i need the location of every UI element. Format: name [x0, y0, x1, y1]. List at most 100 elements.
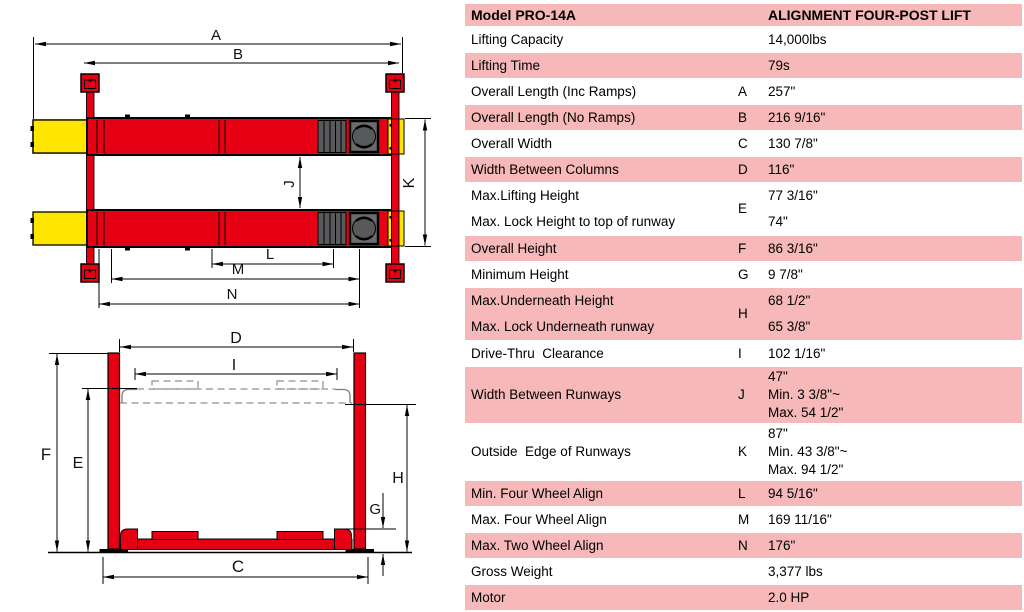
spec-value: Max. 94 1/2"	[768, 462, 844, 478]
spec-row-gross-weight: Gross Weight 3,377 lbs	[465, 559, 1022, 585]
technical-drawing: A B	[29, 27, 431, 584]
dim-label-g: G	[369, 501, 381, 518]
spec-letter: D	[738, 161, 748, 177]
dim-j: J	[281, 157, 303, 208]
spec-label: Gross Weight	[471, 563, 553, 579]
spec-letter	[738, 585, 768, 610]
runway-ticks	[125, 114, 190, 251]
spec-label: Outside Edge of Runways	[471, 444, 631, 459]
spec-value: 68 1/2"	[768, 293, 811, 308]
spec-value: 14,000lbs	[768, 31, 827, 47]
spec-label: Width Between Columns	[471, 161, 619, 177]
dim-label-b: B	[233, 46, 243, 63]
spec-label: Min. Four Wheel Align	[471, 485, 604, 501]
raised-ramp-end-left	[121, 388, 137, 403]
spec-letter: E	[738, 201, 748, 216]
spec-letter: A	[738, 83, 748, 99]
dim-label-d: D	[230, 330, 242, 347]
dim-h: H	[392, 405, 410, 552]
spec-value: 87"	[768, 425, 788, 441]
dim-g: G	[369, 493, 386, 576]
spec-row-max-lifting-height: Max.Lifting Height Max. Lock Height to t…	[465, 183, 1022, 236]
spec-letter	[738, 559, 768, 584]
dim-label-k: K	[401, 177, 418, 188]
spec-label: Overall Length (No Ramps)	[471, 109, 636, 125]
spec-value: 2.0 HP	[768, 589, 810, 605]
spec-value: Max. 54 1/2"	[768, 405, 844, 421]
model-title: Model PRO-14A	[471, 7, 577, 23]
spec-letter: K	[738, 444, 748, 459]
dim-l: L	[211, 246, 334, 268]
spec-letter: G	[738, 266, 749, 282]
spec-label: Overall Height	[471, 240, 557, 256]
spec-letter: M	[738, 511, 750, 527]
spec-row-lifting-capacity: Lifting Capacity 14,000lbs	[465, 27, 1022, 53]
spec-value: 216 9/16"	[768, 109, 826, 125]
spec-row-max-two-wheel-align: Max. Two Wheel Align N 176"	[465, 533, 1022, 559]
dim-label-j: J	[281, 180, 298, 188]
product-title: ALIGNMENT FOUR-POST LIFT	[768, 7, 971, 23]
spec-label: Drive-Thru Clearance	[471, 345, 604, 361]
spec-value: 116"	[768, 161, 795, 177]
spec-letter: J	[738, 387, 745, 402]
spec-label: Max. Four Wheel Align	[471, 511, 607, 527]
raised-ramp-end-right	[335, 388, 351, 403]
spec-value: 176"	[768, 537, 796, 553]
runway-front	[29, 116, 406, 157]
spec-label: Overall Width	[471, 135, 553, 151]
spec-letter: F	[738, 240, 747, 256]
spec-label: Max.Underneath Height	[471, 293, 614, 308]
dim-b: B	[84, 46, 399, 66]
dim-m: M	[111, 249, 360, 308]
spec-label: Overall Length (Inc Ramps)	[471, 83, 637, 99]
spec-value: 79s	[768, 57, 790, 73]
dim-label-e: E	[73, 455, 84, 472]
raised-runway-dashed	[120, 380, 352, 404]
dim-label-a: A	[211, 27, 221, 44]
baseplate-right	[345, 549, 374, 553]
dim-e: E	[73, 389, 91, 552]
spec-row-overall-length-inc-ramps: Overall Length (Inc Ramps) A 257"	[465, 79, 1022, 105]
spec-letter	[738, 53, 768, 78]
dim-label-h: H	[392, 470, 404, 487]
spec-label: Lifting Capacity	[471, 31, 564, 47]
spec-label: Max.Lifting Height	[471, 188, 580, 203]
spec-row-overall-length-no-ramps: Overall Length (No Ramps) B 216 9/16"	[465, 105, 1022, 131]
spec-row-motor: Motor 2.0 HP	[465, 585, 1022, 611]
dim-n: N	[98, 249, 360, 308]
top-view-drawing: A B	[29, 27, 431, 308]
spec-label: Motor	[471, 589, 506, 605]
dim-d: D	[119, 330, 354, 352]
spec-row-drive-thru-clearance: Drive-Thru Clearance I 102 1/16"	[465, 341, 1022, 367]
spec-row-lifting-time: Lifting Time 79s	[465, 53, 1022, 79]
spec-value: Min. 43 3/8"~	[768, 443, 848, 459]
dim-label-f: F	[41, 445, 51, 464]
spec-row-overall-height: Overall Height F 86 3/16"	[465, 236, 1022, 262]
spec-label: Max. Lock Underneath runway	[471, 319, 655, 334]
spec-value: 257"	[768, 83, 796, 99]
column-bases-top-view	[80, 73, 405, 283]
spec-value: 130 7/8"	[768, 135, 818, 151]
spec-letter: H	[738, 306, 748, 321]
dim-k: K	[401, 118, 431, 247]
dim-c: C	[102, 557, 369, 584]
spec-letter: B	[738, 109, 748, 125]
spec-row-max-underneath-height: Max.Underneath Height Max. Lock Undernea…	[465, 288, 1022, 341]
spec-row-min-four-wheel-align: Min. Four Wheel Align L 94 5/16"	[465, 481, 1022, 507]
spec-label: Minimum Height	[471, 266, 569, 282]
spec-value: 169 11/16"	[768, 511, 832, 527]
column-right	[353, 352, 367, 550]
spec-row-minimum-height: Minimum Height G 9 7/8"	[465, 262, 1022, 288]
spec-label: Lifting Time	[471, 57, 541, 73]
spec-letter	[738, 27, 768, 52]
dim-label-n: N	[227, 286, 238, 303]
spec-value: 94 5/16"	[768, 485, 818, 501]
spec-value: 3,377 lbs	[768, 563, 823, 579]
spec-value: 47"	[768, 368, 788, 384]
spec-value: Min. 3 3/8"~	[768, 386, 840, 402]
spec-row-max-four-wheel-align: Max. Four Wheel Align M 169 11/16"	[465, 507, 1022, 533]
spec-label: Max. Two Wheel Align	[471, 537, 604, 553]
column-left	[107, 352, 121, 550]
spec-row-width-between-runways: Width Between Runways J 47" Min. 3 3/8"~…	[465, 367, 1022, 424]
